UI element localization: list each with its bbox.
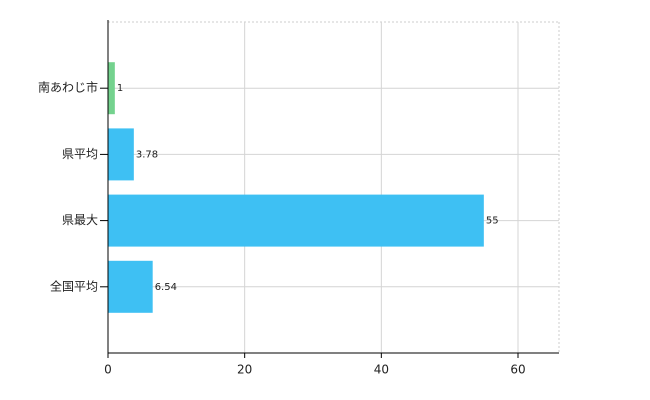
x-tick-label: 0 [104, 363, 112, 377]
bar [108, 194, 484, 247]
bar [108, 62, 115, 115]
x-tick-label: 40 [374, 363, 389, 377]
y-tick-label: 南あわじ市 [38, 80, 98, 95]
value-label: 55 [486, 216, 499, 227]
y-tick-label: 県平均 [62, 147, 98, 161]
x-tick-label: 60 [510, 363, 525, 377]
value-label: 6.54 [155, 282, 177, 293]
value-label: 1 [117, 83, 123, 94]
x-tick-label: 20 [237, 363, 252, 377]
y-tick-label: 県最大 [62, 213, 98, 227]
bar [108, 260, 153, 313]
value-label: 3.78 [136, 149, 158, 160]
bar [108, 128, 134, 181]
y-tick-label: 全国平均 [50, 278, 98, 293]
